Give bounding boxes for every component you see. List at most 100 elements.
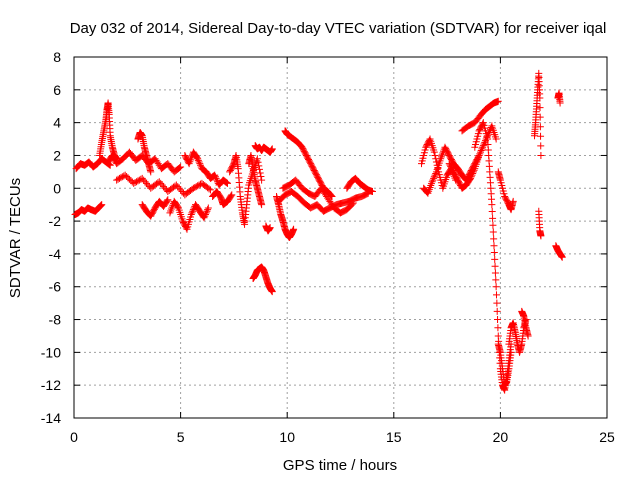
data-point (223, 179, 231, 187)
data-point (177, 186, 185, 194)
data-point (189, 206, 197, 214)
data-point (494, 324, 502, 332)
data-point (227, 192, 235, 200)
data-point (98, 201, 106, 209)
data-point (488, 201, 496, 209)
data-point (254, 158, 262, 166)
data-point (536, 113, 544, 121)
data-point (162, 186, 170, 194)
y-tick-label: -4 (49, 246, 62, 262)
data-point (160, 183, 168, 191)
x-tick-label: 10 (279, 429, 295, 445)
data-point (428, 178, 436, 186)
data-point (524, 332, 532, 340)
data-point (432, 170, 440, 178)
data-point (349, 199, 357, 207)
data-point (195, 181, 203, 189)
data-point (196, 160, 204, 168)
plot-frame (73, 56, 608, 419)
data-point (194, 155, 202, 163)
data-point (211, 173, 219, 181)
data-point (468, 171, 476, 179)
data-point (206, 186, 214, 194)
data-point (140, 176, 148, 184)
data-point (492, 283, 500, 291)
y-tick-label: 2 (53, 147, 61, 163)
grid-lines (74, 57, 607, 418)
data-point (430, 173, 438, 181)
data-point (204, 204, 212, 212)
data-point (178, 188, 186, 196)
data-point (171, 182, 179, 190)
data-point (488, 208, 496, 216)
y-tick-label: 0 (53, 180, 61, 196)
data-point (144, 181, 152, 189)
data-point (268, 145, 276, 153)
data-point (202, 209, 210, 217)
data-point (212, 174, 220, 182)
data-point (327, 192, 335, 200)
data-point (164, 196, 172, 204)
data-point (115, 174, 123, 182)
data-point (368, 188, 376, 196)
data-point (537, 132, 545, 140)
data-point (222, 178, 230, 186)
data-point (258, 201, 266, 209)
data-point (256, 169, 264, 177)
data-series-sdtvar (71, 69, 566, 394)
data-point (131, 179, 139, 187)
data-point (158, 181, 166, 189)
data-point (494, 316, 502, 324)
data-point (536, 123, 544, 131)
data-point (177, 163, 185, 171)
data-point (120, 172, 128, 180)
data-point (142, 179, 150, 187)
data-point (475, 151, 483, 159)
data-point (179, 189, 187, 197)
y-tick-label: -12 (41, 377, 61, 393)
data-point (117, 174, 125, 182)
data-point (203, 207, 211, 215)
y-tick-label: -6 (49, 279, 62, 295)
y-tick-label: -14 (41, 410, 61, 426)
data-point (176, 164, 184, 172)
data-point (492, 291, 500, 299)
data-point (255, 162, 263, 170)
data-point (97, 202, 105, 210)
data-point (204, 206, 212, 214)
data-point (194, 182, 202, 190)
data-point (492, 135, 500, 143)
y-tick-label: 6 (53, 82, 61, 98)
data-point (187, 211, 195, 219)
data-point (137, 175, 145, 183)
data-point (348, 200, 356, 208)
data-point (154, 179, 162, 187)
data-point (479, 142, 487, 150)
data-point (211, 171, 219, 179)
data-point (470, 166, 478, 174)
data-point (469, 170, 477, 178)
data-point (490, 235, 498, 243)
x-tick-label: 5 (177, 429, 185, 445)
data-point (477, 148, 485, 156)
data-point (479, 143, 487, 151)
data-point (489, 214, 497, 222)
data-point (174, 203, 182, 211)
data-point (191, 183, 199, 191)
data-point (133, 178, 141, 186)
data-point (258, 176, 266, 184)
data-point (172, 181, 180, 189)
data-point (480, 140, 488, 148)
data-point (429, 176, 437, 184)
data-point (493, 307, 501, 315)
data-point (489, 228, 497, 236)
data-point (157, 179, 165, 187)
data-point (134, 177, 142, 185)
data-point (174, 183, 182, 191)
data-point (430, 148, 438, 156)
data-point (147, 168, 155, 176)
data-point (509, 197, 517, 205)
y-tick-label: 8 (53, 49, 61, 65)
y-tick-label: 4 (53, 115, 61, 131)
